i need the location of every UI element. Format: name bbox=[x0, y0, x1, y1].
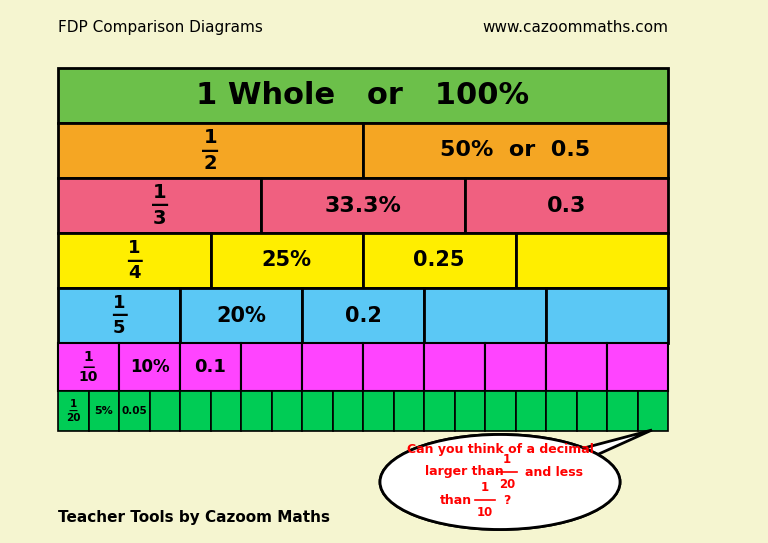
Text: 0.3̇: 0.3̇ bbox=[547, 195, 586, 216]
Bar bbox=[180, 288, 302, 343]
Text: —: — bbox=[69, 407, 78, 415]
Text: 3: 3 bbox=[153, 210, 167, 229]
Text: larger than: larger than bbox=[425, 465, 504, 478]
Text: 0.25: 0.25 bbox=[413, 250, 465, 270]
Bar bbox=[241, 391, 272, 431]
Bar bbox=[302, 343, 363, 391]
Text: 4: 4 bbox=[128, 264, 141, 282]
Bar bbox=[363, 123, 668, 178]
Text: Can you think of a decimal: Can you think of a decimal bbox=[406, 444, 594, 457]
Bar bbox=[210, 233, 363, 288]
Polygon shape bbox=[550, 430, 652, 467]
Bar bbox=[393, 391, 424, 431]
Text: 20: 20 bbox=[499, 478, 515, 491]
Text: 1 Whole   or   100%: 1 Whole or 100% bbox=[197, 81, 530, 110]
Text: 2: 2 bbox=[204, 154, 217, 173]
Bar bbox=[363, 343, 424, 391]
Text: 1: 1 bbox=[204, 128, 217, 147]
Text: 1: 1 bbox=[70, 399, 77, 409]
Bar bbox=[465, 178, 668, 233]
Bar bbox=[577, 391, 607, 431]
Bar bbox=[119, 391, 150, 431]
Text: 10: 10 bbox=[477, 506, 493, 519]
Bar bbox=[363, 233, 515, 288]
Text: 10: 10 bbox=[79, 370, 98, 384]
Text: —: — bbox=[201, 142, 220, 160]
Bar bbox=[515, 391, 546, 431]
Text: —: — bbox=[126, 251, 143, 269]
Text: www.cazoommaths.com: www.cazoommaths.com bbox=[482, 20, 668, 35]
Bar bbox=[424, 288, 546, 343]
Bar bbox=[607, 391, 637, 431]
Text: 50%  or  0.5: 50% or 0.5 bbox=[440, 141, 591, 161]
Text: 0.2: 0.2 bbox=[345, 306, 382, 325]
Bar bbox=[515, 233, 668, 288]
Text: 5: 5 bbox=[113, 319, 125, 337]
Bar bbox=[58, 391, 88, 431]
Text: 1: 1 bbox=[481, 481, 489, 494]
Bar bbox=[424, 391, 455, 431]
Text: 10%: 10% bbox=[130, 358, 169, 376]
Bar bbox=[150, 391, 180, 431]
Bar bbox=[485, 391, 515, 431]
Bar bbox=[88, 391, 119, 431]
Text: 1: 1 bbox=[503, 453, 511, 466]
Text: —: — bbox=[82, 361, 94, 374]
Bar bbox=[58, 178, 261, 233]
Text: 33.3̇%: 33.3̇% bbox=[325, 195, 402, 216]
Bar bbox=[180, 391, 210, 431]
Bar bbox=[455, 391, 485, 431]
Bar bbox=[607, 343, 668, 391]
Ellipse shape bbox=[380, 434, 620, 529]
Text: 0.1: 0.1 bbox=[194, 358, 227, 376]
Text: 1: 1 bbox=[153, 182, 167, 201]
Bar bbox=[485, 343, 546, 391]
Bar bbox=[363, 391, 393, 431]
Bar bbox=[272, 391, 302, 431]
Bar bbox=[637, 391, 668, 431]
Ellipse shape bbox=[380, 434, 620, 529]
Bar bbox=[546, 391, 577, 431]
Bar bbox=[58, 123, 363, 178]
Text: than: than bbox=[440, 494, 472, 507]
Bar bbox=[333, 391, 363, 431]
Bar bbox=[546, 288, 668, 343]
Text: 1: 1 bbox=[128, 239, 141, 257]
Bar bbox=[302, 288, 424, 343]
Text: —: — bbox=[151, 197, 169, 214]
Text: and less: and less bbox=[525, 465, 583, 478]
Bar bbox=[58, 288, 180, 343]
Bar bbox=[58, 68, 668, 123]
Text: 20: 20 bbox=[66, 413, 81, 423]
Text: 1: 1 bbox=[113, 294, 125, 312]
Text: ?: ? bbox=[503, 494, 511, 507]
Text: Teacher Tools by Cazoom Maths: Teacher Tools by Cazoom Maths bbox=[58, 510, 330, 525]
Bar bbox=[546, 343, 607, 391]
Text: —: — bbox=[111, 306, 127, 325]
Bar bbox=[241, 343, 302, 391]
Text: 25%: 25% bbox=[262, 250, 312, 270]
Text: FDP Comparison Diagrams: FDP Comparison Diagrams bbox=[58, 20, 263, 35]
Bar bbox=[58, 233, 210, 288]
Bar bbox=[180, 343, 241, 391]
Text: 20%: 20% bbox=[216, 306, 266, 325]
Text: 1: 1 bbox=[84, 350, 94, 364]
Text: 0.05: 0.05 bbox=[121, 406, 147, 416]
Bar bbox=[210, 391, 241, 431]
Text: 5%: 5% bbox=[94, 406, 113, 416]
Bar bbox=[302, 391, 333, 431]
Bar bbox=[424, 343, 485, 391]
Bar bbox=[119, 343, 180, 391]
Bar bbox=[261, 178, 465, 233]
Bar bbox=[58, 343, 119, 391]
